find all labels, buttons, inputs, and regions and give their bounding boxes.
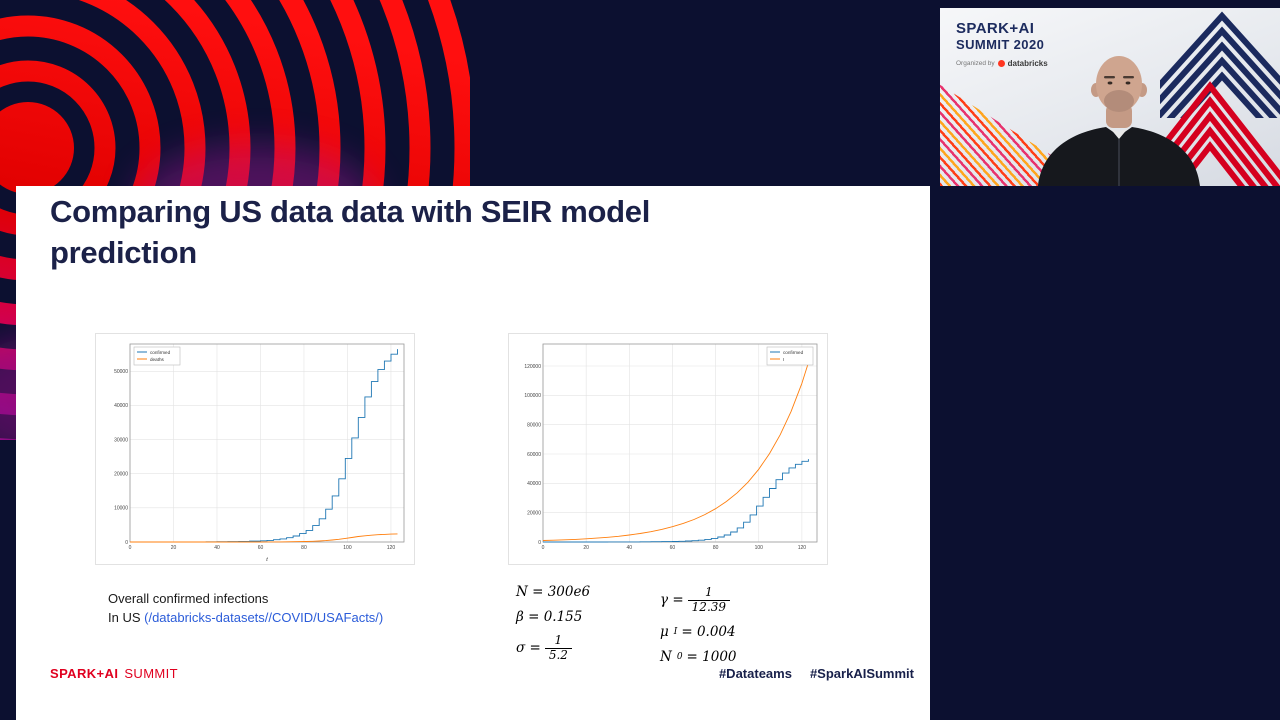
brand-line1: SPARK+AI [956,20,1035,37]
slide-title-line1: Comparing US data data with SEIR model [50,194,651,229]
slide-title: Comparing US data data with SEIR model p… [50,192,650,274]
svg-text:0: 0 [129,545,132,551]
svg-text:60: 60 [258,545,264,551]
svg-text:80000: 80000 [527,422,541,428]
svg-text:120: 120 [387,545,396,551]
formula-n0-sub: 0 [676,651,683,662]
svg-text:confirmed: confirmed [150,350,171,355]
formula-gamma: γ = 1 12.39 [660,585,737,615]
svg-text:I: I [783,357,784,362]
svg-text:60000: 60000 [527,452,541,458]
svg-text:10000: 10000 [114,506,128,512]
formula-gamma-lhs: γ = [660,592,684,609]
presenter-person [1038,56,1200,186]
databricks-logo-icon [997,60,1005,67]
svg-text:0: 0 [125,540,128,546]
formula-n0-rhs: = 1000 [686,648,737,665]
caption-prefix: In US [108,609,145,625]
formula-N: N = 300e6 [516,584,591,600]
svg-text:20: 20 [171,545,177,551]
svg-text:30000: 30000 [114,437,128,443]
svg-text:100: 100 [755,545,764,551]
formula-beta: β = 0.155 [516,609,583,625]
svg-text:100: 100 [343,545,352,551]
summit-brand-block: SPARK+AI SUMMIT 2020 Organized by databr… [956,20,1048,68]
svg-text:80: 80 [301,545,307,551]
svg-text:40: 40 [214,545,220,551]
svg-text:40000: 40000 [527,481,541,487]
formula-sigma: σ = 1 5.2 [516,633,590,663]
svg-text:40: 40 [627,545,633,551]
caption-line1: Overall confirmed infections [108,591,269,606]
formula-gamma-fraction: 1 12.39 [687,585,731,615]
svg-text:0: 0 [542,545,545,551]
hashtag-sparkaisummit: #SparkAISummit [809,666,914,681]
formula-mu-base: μ [660,623,669,640]
svg-text:confirmed: confirmed [783,350,804,355]
parameters-column-1: N = 300e6 β = 0.155 σ = 1 5.2 [516,584,590,672]
hashtag-datateams: #Datateams [718,666,792,681]
dataset-link[interactable]: (/databricks-datasets//COVID/USAFacts/) [144,609,384,625]
svg-text:80: 80 [713,545,719,551]
databricks-wordmark: databricks [1007,59,1048,68]
svg-text:20000: 20000 [114,472,128,478]
svg-text:20: 20 [583,545,589,551]
caption-line2: In US (/databricks-datasets//COVID/USAFa… [108,609,383,628]
svg-text:100000: 100000 [524,393,541,399]
formula-mu-rhs: = 0.004 [681,623,736,640]
logo-bold-part: SPARK+AI [50,666,119,681]
svg-text:40000: 40000 [114,403,128,409]
svg-text:0: 0 [538,540,541,546]
organized-by-line: Organized by databricks [956,59,1048,68]
formula-sigma-lhs: σ = [516,640,541,657]
svg-text:t: t [266,557,268,563]
organized-by-label: Organized by [956,60,995,67]
svg-text:20000: 20000 [527,510,541,516]
formula-sigma-fraction: 1 5.2 [544,633,572,663]
left-chart-confirmed-deaths: 0 20 40 60 80 100 120 0 10000 20000 30000 40000 5000… [95,333,415,565]
slide: Comparing US data data with SEIR model p… [16,186,930,720]
logo-light-part: SUMMIT [124,666,179,681]
right-chart-seir-prediction: 0 20 40 60 80 100 120 0 20000 40000 60000 80000 1000… [508,333,828,565]
svg-text:deaths: deaths [150,357,164,362]
brand-line2: SUMMIT 2020 [956,37,1045,52]
left-chart-caption: Overall confirmed infections In US (/dat… [108,590,383,628]
svg-text:120: 120 [798,545,807,551]
formula-mu-sub: I [673,626,678,637]
hashtags: #Datateams #SparkAISummit [719,666,914,681]
svg-text:50000: 50000 [114,369,128,375]
navy-chevron-decoration [1160,11,1280,118]
formula-n0-base: N [660,648,672,665]
presenter-video: SPARK+AI SUMMIT 2020 Organized by databr… [940,8,1280,186]
svg-text:60: 60 [670,545,676,551]
spark-ai-summit-logo: SPARK+AI SUMMIT [50,666,178,681]
svg-text:120000: 120000 [524,364,541,370]
slide-title-line2: prediction [50,234,197,270]
